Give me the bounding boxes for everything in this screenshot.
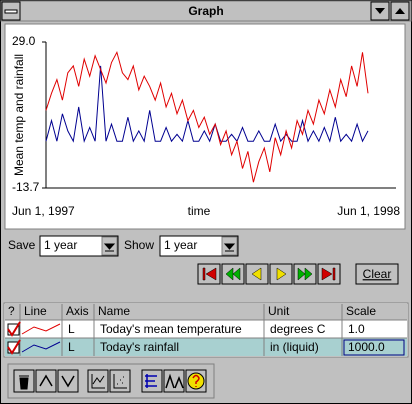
title-bar xyxy=(0,0,412,22)
maximize-icon xyxy=(395,8,405,14)
dropdown-icon xyxy=(223,243,236,252)
system-menu-icon xyxy=(4,9,18,14)
rewind-icon xyxy=(225,267,241,281)
move-up-button[interactable] xyxy=(35,369,57,393)
cell: L xyxy=(68,322,75,336)
cell: 1000.0 xyxy=(348,340,385,354)
nav-buttons: Clear xyxy=(197,263,399,285)
checkmark xyxy=(7,339,21,355)
up-icon xyxy=(39,374,53,387)
dropdown-icon xyxy=(103,243,116,252)
first-icon xyxy=(202,267,217,281)
show-value: 1 year xyxy=(164,238,197,252)
last-icon xyxy=(321,267,336,281)
move-down-button[interactable] xyxy=(57,369,79,393)
help-mark xyxy=(192,374,200,387)
column-header: ? xyxy=(8,304,15,318)
trash-icon xyxy=(19,375,29,390)
show-label: Show xyxy=(124,238,154,252)
clear-button[interactable] xyxy=(355,263,399,285)
y-tick-label: 29.0 xyxy=(12,34,36,48)
show-select[interactable] xyxy=(159,235,239,257)
down-icon xyxy=(61,375,75,388)
column-header: Unit xyxy=(268,304,290,318)
series-line xyxy=(45,50,369,183)
cell: Today's mean temperature xyxy=(100,322,242,336)
axis-icon xyxy=(145,374,157,388)
cell: 1.0 xyxy=(348,322,365,336)
back-icon xyxy=(251,267,262,281)
x-axis-label: time xyxy=(188,204,211,218)
cell: Today's rainfall xyxy=(100,340,179,354)
font-icon xyxy=(165,373,184,389)
cell: L xyxy=(68,340,75,354)
save-select[interactable] xyxy=(39,235,119,257)
line-graph-icon xyxy=(91,374,105,389)
plot: Mean temp and rainfall Jun 1, 1997 time … xyxy=(12,34,400,218)
save-label: Save xyxy=(8,238,36,252)
table-header xyxy=(5,304,407,320)
x-end-label: Jun 1, 1998 xyxy=(337,204,400,218)
font-button[interactable] xyxy=(163,369,185,393)
cell: degrees C xyxy=(270,322,326,336)
y-axis-label: Mean temp and rainfall xyxy=(12,54,26,176)
edit-box xyxy=(343,339,405,356)
line-sample xyxy=(21,341,61,353)
column-header: Scale xyxy=(346,304,376,318)
forward-icon xyxy=(276,267,287,281)
graph-panel xyxy=(4,23,406,230)
scatter-button[interactable] xyxy=(109,369,131,393)
table-body: ? Line Axis Name Unit Scale L Today's mean temp… xyxy=(5,304,407,356)
selected-row[interactable] xyxy=(5,338,407,356)
clear-label: Clear xyxy=(363,267,392,281)
line-sample xyxy=(21,323,61,335)
cell: in (liquid) xyxy=(270,340,319,354)
series-line xyxy=(45,65,369,144)
column-header: Name xyxy=(98,304,130,318)
column-header: Line xyxy=(24,304,47,318)
minimize-icon xyxy=(375,8,385,14)
save-value: 1 year xyxy=(44,238,77,252)
line-graph-button[interactable] xyxy=(87,369,109,393)
checkmark xyxy=(7,321,21,337)
fast-forward-icon xyxy=(297,267,313,281)
help-icon xyxy=(187,372,205,390)
scatter-icon xyxy=(113,374,127,389)
window-title: Graph xyxy=(188,4,223,18)
column-header: Axis xyxy=(66,304,89,318)
x-start-label: Jun 1, 1997 xyxy=(12,204,75,218)
y-tick-label: -13.7 xyxy=(12,180,40,194)
